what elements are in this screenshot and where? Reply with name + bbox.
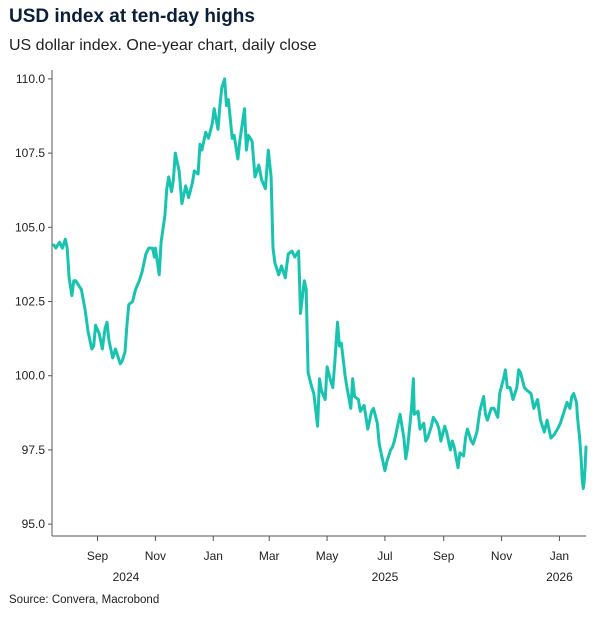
x-axis: Sep Nov Jan Mar May Jul Sep Nov Jan 2024 2025 2026 bbox=[52, 535, 586, 584]
y-axis: 95.0 97.5 100.0 102.5 105.0 107.5 110.0 bbox=[15, 70, 53, 536]
y-tick-label: 102.5 bbox=[15, 295, 45, 309]
y-tick-label: 110.0 bbox=[16, 72, 45, 86]
x-year-label: 2024 bbox=[113, 570, 140, 584]
x-tick-label: Nov bbox=[491, 549, 512, 563]
x-tick-label: Nov bbox=[145, 549, 166, 563]
x-tick-label: Jul bbox=[377, 549, 392, 563]
series-layer bbox=[52, 77, 588, 490]
x-tick-label: Sep bbox=[433, 549, 455, 563]
chart-title: USD index at ten-day highs bbox=[9, 6, 255, 27]
y-tick-label: 97.5 bbox=[22, 443, 46, 457]
x-tick-label: Mar bbox=[259, 549, 280, 563]
chart-subtitle: US dollar index. One-year chart, daily c… bbox=[9, 37, 317, 54]
x-year-label: 2026 bbox=[546, 570, 573, 584]
x-tick-label: May bbox=[316, 549, 339, 563]
y-tick-label: 95.0 bbox=[22, 517, 46, 531]
x-tick-label: Jan bbox=[204, 549, 223, 563]
x-tick-label: Sep bbox=[87, 549, 109, 563]
source-note: Source: Convera, Macrobond bbox=[9, 594, 160, 606]
y-tick-label: 105.0 bbox=[15, 220, 45, 234]
x-tick-label: Jan bbox=[550, 549, 569, 563]
y-tick-label: 107.5 bbox=[15, 146, 45, 160]
y-tick-label: 100.0 bbox=[15, 369, 45, 383]
x-year-label: 2025 bbox=[372, 570, 399, 584]
series-line-usd-index bbox=[52, 77, 588, 490]
